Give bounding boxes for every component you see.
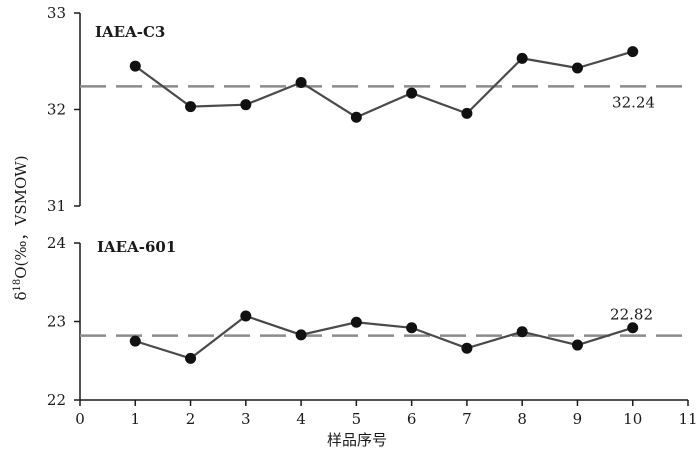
y-axis-title: δ18O(‰，VSMOW) (12, 155, 30, 300)
x-tick-label: 11 (678, 410, 697, 428)
panel-2-data-point (516, 326, 528, 338)
x-tick-label: 7 (462, 410, 472, 428)
panel-iaea-c3: IAEA-C3 32.24 31 32 33 (47, 4, 688, 215)
panel-2-data-point (461, 342, 473, 354)
panel-1-data-point (571, 62, 583, 74)
panel-1-title: IAEA-C3 (95, 23, 165, 41)
panel-1-reference-label: 32.24 (612, 93, 655, 111)
panel-2-title: IAEA-601 (97, 238, 176, 256)
panel-1-data-point (406, 87, 418, 99)
panel-2-y-tick-label: 24 (47, 234, 66, 252)
panel-2-y-tick-label: 22 (47, 391, 66, 409)
panel-iaea-601: IAEA-601 22.82 22 23 24 (47, 234, 688, 409)
panel-1-y-tick-label: 31 (47, 197, 66, 215)
x-tick-label: 9 (573, 410, 583, 428)
x-axis-title: 样品序号 (327, 431, 387, 449)
panel-2-reference-label: 22.82 (610, 306, 653, 324)
panel-2-data-point (350, 316, 362, 328)
panel-2-data-point (571, 339, 583, 351)
panel-1-series-line (134, 50, 634, 119)
panel-2-data-point (129, 335, 141, 347)
x-tick-label: 8 (517, 410, 527, 428)
panel-2-data-point (185, 352, 197, 364)
x-tick-label: 6 (407, 410, 417, 428)
panel-2-data-point (295, 329, 307, 341)
x-tick-label: 3 (241, 410, 251, 428)
panel-1-data-point (627, 46, 639, 58)
panel-2-data-point (240, 310, 252, 322)
x-ticks: 0 1 2 3 4 5 6 7 8 9 10 11 (75, 400, 698, 428)
panel-1-y-tick-label: 32 (47, 101, 66, 119)
y-axis-title-rest: O(‰，VSMOW) (12, 155, 30, 278)
x-tick-label: 1 (130, 410, 140, 428)
panel-1-data-point (185, 101, 197, 113)
panel-1-y-tick-label: 33 (47, 4, 66, 22)
panel-1-data-point (129, 60, 141, 72)
x-tick-label: 5 (352, 410, 362, 428)
panel-2-data-point (627, 322, 639, 334)
panel-2-series-line (134, 314, 634, 360)
panel-1-points (129, 46, 639, 123)
x-tick-label: 2 (186, 410, 196, 428)
panel-1-data-point (516, 52, 528, 64)
panel-2-points (129, 310, 639, 364)
x-tick-label: 4 (296, 410, 306, 428)
x-tick-label: 0 (75, 410, 85, 428)
panel-2-data-point (406, 322, 418, 334)
panel-1-y-ticks: 31 32 33 (47, 4, 80, 215)
panel-1-data-point (295, 76, 307, 88)
panel-2-y-tick-label: 23 (47, 313, 66, 331)
panel-1-data-point (461, 107, 473, 119)
panel-1-data-point (240, 99, 252, 111)
x-tick-label: 10 (623, 410, 642, 428)
y-axis-title-delta: δ (12, 292, 30, 301)
panel-1-data-point (350, 111, 362, 123)
panel-2-y-ticks: 22 23 24 (47, 234, 80, 409)
y-axis-title-sup: 18 (12, 279, 23, 292)
